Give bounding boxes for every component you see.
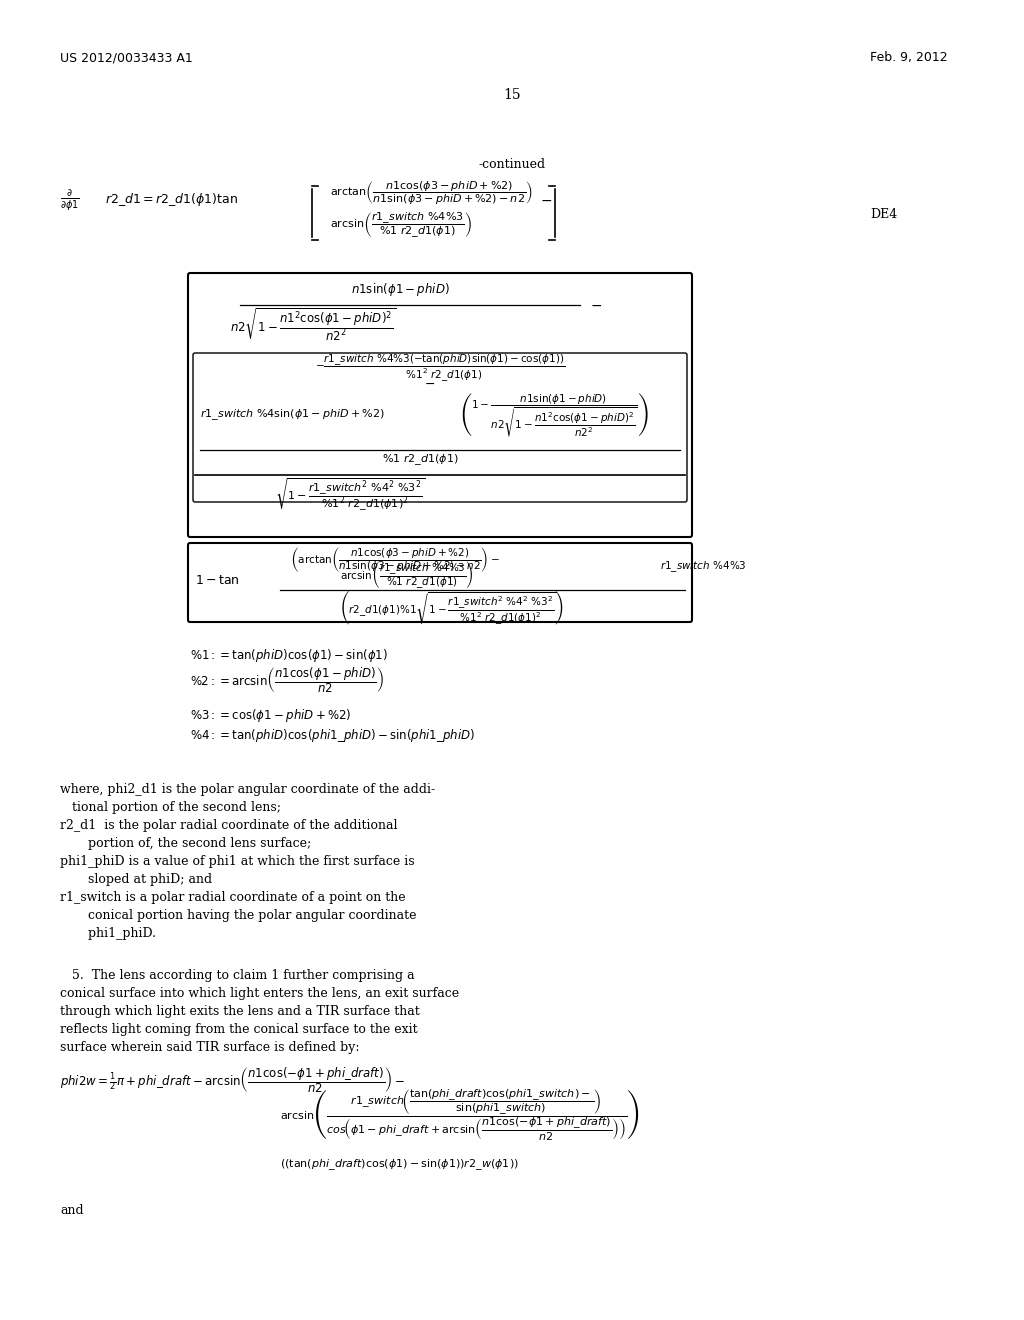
Text: -continued: -continued: [478, 158, 546, 172]
Text: $n2\sqrt{1 - \dfrac{n1^2\cos(\phi 1 - phiD)^2}{n2^2}}$: $n2\sqrt{1 - \dfrac{n1^2\cos(\phi 1 - ph…: [230, 306, 396, 343]
Text: $\sqrt{1 - \dfrac{r1\_switch^2\ \%4^2\ \%3^2}{\%1^2\ r2\_d1(\phi 1)^2}}$: $\sqrt{1 - \dfrac{r1\_switch^2\ \%4^2\ \…: [275, 477, 425, 513]
Text: phi1_phiD is a value of phi1 at which the first surface is: phi1_phiD is a value of phi1 at which th…: [60, 855, 415, 869]
Text: phi1_phiD.: phi1_phiD.: [60, 928, 156, 940]
Text: $\arctan\!\left(\dfrac{n1\cos(\phi 3 - phiD + \%2)}{n1\sin(\phi 3 - phiD + \%2) : $\arctan\!\left(\dfrac{n1\cos(\phi 3 - p…: [330, 180, 532, 207]
Text: $\%1\ r2\_d1(\phi 1)$: $\%1\ r2\_d1(\phi 1)$: [382, 453, 459, 467]
Text: r2_d1  is the polar radial coordinate of the additional: r2_d1 is the polar radial coordinate of …: [60, 820, 397, 833]
Text: $\%3 := \cos(\phi 1 - phiD + \%2)$: $\%3 := \cos(\phi 1 - phiD + \%2)$: [190, 706, 351, 723]
Text: tional portion of the second lens;: tional portion of the second lens;: [60, 801, 281, 814]
Text: $1 - \tan$: $1 - \tan$: [195, 573, 240, 586]
Text: $(({\tan(phi\_draft)\cos(\phi 1) - \sin(\phi 1)})r2\_w(\phi 1))$: $(({\tan(phi\_draft)\cos(\phi 1) - \sin(…: [280, 1158, 519, 1172]
Text: and: and: [60, 1204, 84, 1217]
Text: $n1\sin(\phi 1 - phiD)$: $n1\sin(\phi 1 - phiD)$: [350, 281, 450, 298]
Text: 15: 15: [503, 88, 521, 102]
Text: $-$: $-$: [540, 193, 552, 207]
Text: $\%4 := \tan(phiD)\cos(phi1\_phiD) - \sin(phi1\_phiD)$: $\%4 := \tan(phiD)\cos(phi1\_phiD) - \si…: [190, 726, 475, 743]
Text: sloped at phiD; and: sloped at phiD; and: [60, 874, 212, 887]
Text: $\frac{\partial}{\partial\phi 1}$: $\frac{\partial}{\partial\phi 1}$: [60, 187, 80, 213]
Text: $r1\_switch\ \%4\sin(\phi 1 - phiD + \%2)$: $r1\_switch\ \%4\sin(\phi 1 - phiD + \%2…: [200, 408, 385, 422]
Text: through which light exits the lens and a TIR surface that: through which light exits the lens and a…: [60, 1005, 420, 1018]
Text: $r1\_switch\ \%4\%3$: $r1\_switch\ \%4\%3$: [660, 560, 746, 574]
Text: Feb. 9, 2012: Feb. 9, 2012: [870, 51, 947, 65]
Text: surface wherein said TIR surface is defined by:: surface wherein said TIR surface is defi…: [60, 1040, 359, 1053]
Text: conical portion having the polar angular coordinate: conical portion having the polar angular…: [60, 909, 417, 923]
Text: $\arcsin\!\left(\dfrac{r1\_switch\!\left(\dfrac{\tan(phi\_draft)\cos(phi1\_switc: $\arcsin\!\left(\dfrac{r1\_switch\!\left…: [280, 1088, 640, 1143]
Text: $\left(\arctan\!\left(\dfrac{n1\cos(\phi 3 - phiD + \%2)}{n1\sin(\phi 3 - phiD +: $\left(\arctan\!\left(\dfrac{n1\cos(\phi…: [290, 545, 500, 574]
Text: DE4: DE4: [870, 209, 897, 222]
Text: $-\dfrac{r1\_switch\ \%4\%3(-\tan(phiD)\sin(\phi 1) - \cos(\phi 1))}{\%1^2\ r2\_: $-\dfrac{r1\_switch\ \%4\%3(-\tan(phiD)\…: [315, 352, 565, 383]
Text: portion of, the second lens surface;: portion of, the second lens surface;: [60, 837, 311, 850]
Text: reflects light coming from the conical surface to the exit: reflects light coming from the conical s…: [60, 1023, 418, 1035]
Text: $\%2 := \arcsin\!\left(\dfrac{n1\cos(\phi 1 - phiD)}{n2}\right)$: $\%2 := \arcsin\!\left(\dfrac{n1\cos(\ph…: [190, 665, 384, 694]
Text: $-$: $-$: [424, 376, 435, 389]
Text: $phi2w = \frac{1}{2}\pi + phi\_draft - \arcsin\!\left(\dfrac{n1\cos(-\phi 1 + ph: $phi2w = \frac{1}{2}\pi + phi\_draft - \…: [60, 1065, 406, 1094]
Text: $\left(r2\_d1(\phi 1)\%1\sqrt{1 - \dfrac{r1\_switch^2\ \%4^2\ \%3^2}{\%1^2\ r2\_: $\left(r2\_d1(\phi 1)\%1\sqrt{1 - \dfrac…: [340, 589, 564, 627]
Text: conical surface into which light enters the lens, an exit surface: conical surface into which light enters …: [60, 986, 459, 999]
Text: $\left(1 - \dfrac{n1\sin(\phi 1 - phiD)}{n2\sqrt{1 - \dfrac{n1^2\cos(\phi 1 - ph: $\left(1 - \dfrac{n1\sin(\phi 1 - phiD)}…: [460, 391, 649, 438]
Text: $\%1 := \tan(phiD)\cos(\phi 1) - \sin(\phi 1)$: $\%1 := \tan(phiD)\cos(\phi 1) - \sin(\p…: [190, 647, 388, 664]
Text: US 2012/0033433 A1: US 2012/0033433 A1: [60, 51, 193, 65]
Text: 5.  The lens according to claim 1 further comprising a: 5. The lens according to claim 1 further…: [60, 969, 415, 982]
Text: r1_switch is a polar radial coordinate of a point on the: r1_switch is a polar radial coordinate o…: [60, 891, 406, 904]
Text: $r2\_d1 = r2\_d1(\phi 1)\tan$: $r2\_d1 = r2\_d1(\phi 1)\tan$: [105, 191, 239, 209]
Text: $\arcsin\!\left(\dfrac{r1\_switch\ \%4\%3}{\%1\ r2\_d1(\phi 1)}\right)$: $\arcsin\!\left(\dfrac{r1\_switch\ \%4\%…: [330, 210, 472, 240]
Text: where, phi2_d1 is the polar angular coordinate of the addi-: where, phi2_d1 is the polar angular coor…: [60, 784, 435, 796]
Text: $\arcsin\!\left(\dfrac{r1\_switch\ \%4\%3}{\%1\ r2\_d1(\phi 1)}\right)$: $\arcsin\!\left(\dfrac{r1\_switch\ \%4\%…: [340, 560, 474, 591]
Text: $-$: $-$: [590, 298, 602, 312]
